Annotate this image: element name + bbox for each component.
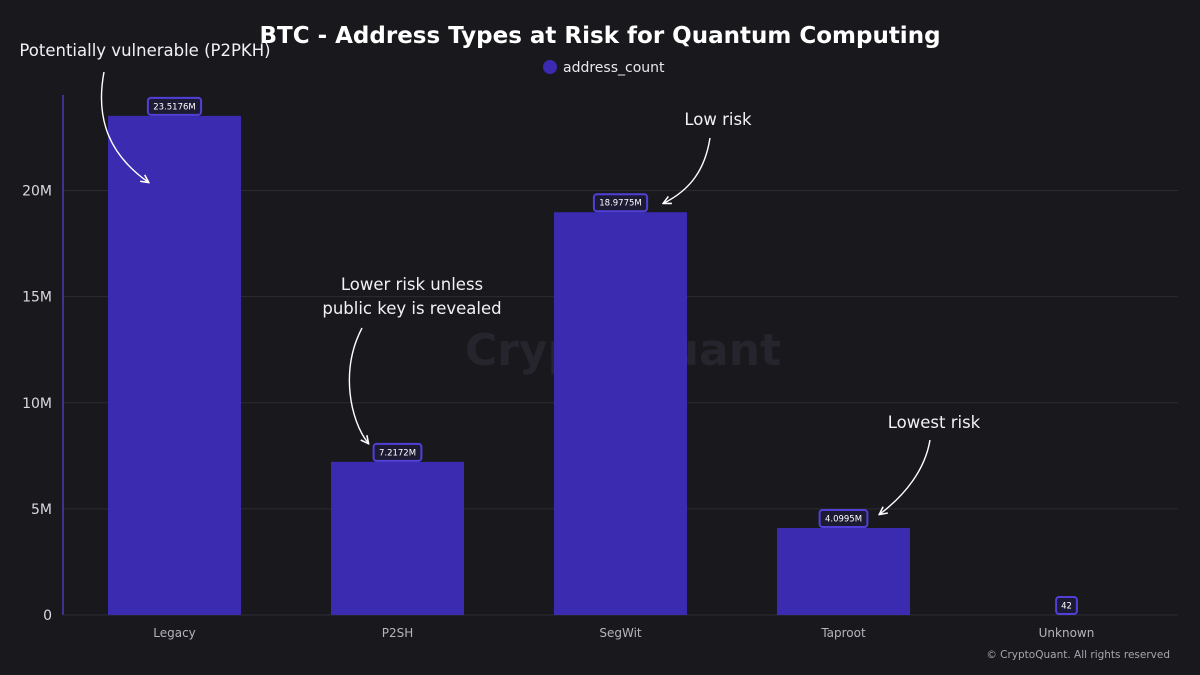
data-label-box xyxy=(146,96,203,116)
x-tick-label: Unknown xyxy=(1039,626,1095,640)
data-label-text: 23.5176M xyxy=(153,102,195,112)
data-label-text: 4.0995M xyxy=(825,514,862,524)
annotation-text: Low risk xyxy=(684,110,752,129)
data-label: 23.5176M xyxy=(146,96,203,116)
data-label-text: 42 xyxy=(1061,601,1072,611)
data-label-text: 7.2172M xyxy=(379,448,416,458)
y-tick-label: 0 xyxy=(43,608,52,624)
data-label: 42 xyxy=(1055,595,1078,615)
data-label-box xyxy=(592,193,649,213)
legend[interactable]: address_count xyxy=(543,60,665,76)
annotation-text: Lower risk unless xyxy=(341,275,483,294)
bar-p2sh[interactable] xyxy=(331,461,464,615)
data-labels: 23.5176M 7.2172M 18.9775M 4.0995M 42 xyxy=(146,96,1078,615)
data-label-box xyxy=(1055,595,1078,615)
annotation-arrow xyxy=(348,327,368,443)
data-label: 7.2172M xyxy=(372,442,423,462)
y-tick-label: 5M xyxy=(31,502,52,518)
legend-marker xyxy=(543,60,557,74)
data-label: 4.0995M xyxy=(818,508,869,528)
legend-label: address_count xyxy=(563,60,665,76)
y-tick-label: 10M xyxy=(22,396,52,412)
data-label-box xyxy=(372,442,423,462)
y-tick-label: 20M xyxy=(22,184,52,200)
annotation-p2sh: Lower risk unless public key is revealed xyxy=(322,275,502,443)
x-tick-label: Taproot xyxy=(820,626,866,640)
copyright-notice: © CryptoQuant. All rights reserved xyxy=(986,649,1170,661)
x-tick-label: SegWit xyxy=(599,626,642,640)
annotation-arrow xyxy=(100,71,148,182)
annotation-arrow xyxy=(664,137,711,203)
annotation-text: Potentially vulnerable (P2PKH) xyxy=(19,41,270,60)
annotation-text: Lowest risk xyxy=(888,413,981,432)
chart-title: BTC - Address Types at Risk for Quantum … xyxy=(259,23,940,49)
x-tick-label: P2SH xyxy=(382,626,414,640)
annotation-taproot: Lowest risk xyxy=(880,413,981,514)
data-label: 18.9775M xyxy=(592,193,649,213)
annotation-legacy: Potentially vulnerable (P2PKH) xyxy=(19,41,271,182)
bar-legacy[interactable] xyxy=(108,115,241,615)
annotation-segwit: Low risk xyxy=(664,110,752,203)
y-tick-label: 15M xyxy=(22,290,52,306)
annotations: Potentially vulnerable (P2PKH) Lower risk… xyxy=(19,41,981,514)
data-label-box xyxy=(818,508,869,528)
annotation-arrow xyxy=(880,439,931,514)
bar-taproot[interactable] xyxy=(777,527,910,615)
bar-segwit[interactable] xyxy=(554,212,687,615)
x-tick-label: Legacy xyxy=(153,626,196,640)
data-label-text: 18.9775M xyxy=(599,199,641,209)
bars xyxy=(108,115,1133,615)
annotation-text: public key is revealed xyxy=(322,299,501,318)
tick-labels: 0 5M 10M 15M 20M Legacy P2SH SegWit Taproot Unkno… xyxy=(22,184,1094,640)
